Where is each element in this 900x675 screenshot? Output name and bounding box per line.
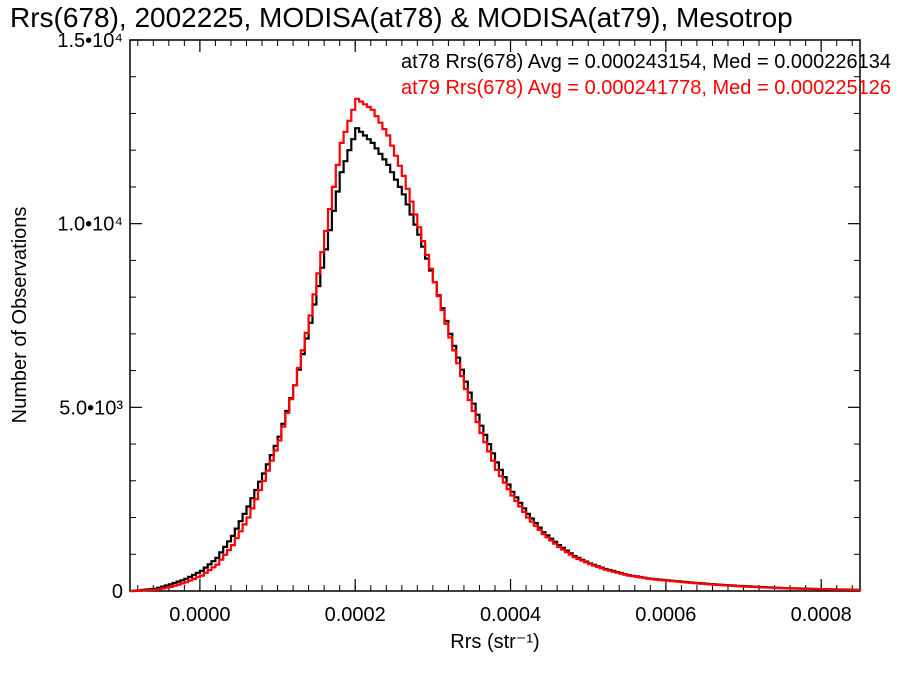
chart-title: Rrs(678), 2002225, MODISA(at78) & MODISA…: [10, 2, 793, 33]
legend-entry: at79 Rrs(678) Avg = 0.000241778, Med = 0…: [401, 77, 891, 99]
x-tick-label: 0.0008: [791, 604, 852, 626]
x-tick-label: 0.0006: [635, 604, 696, 626]
x-axis-label: Rrs (str⁻¹): [450, 631, 539, 653]
y-axis-label: Number of Observations: [9, 207, 31, 424]
plot-frame: [129, 39, 861, 592]
y-tick-label: 1.0•10⁴: [57, 214, 123, 236]
x-tick-label: 0.0000: [169, 604, 230, 626]
series-layer: [130, 97, 862, 593]
y-tick-label: 0: [112, 581, 123, 603]
legend-entry: at78 Rrs(678) Avg = 0.000243154, Med = 0…: [401, 51, 891, 73]
x-tick-label: 0.0002: [325, 604, 386, 626]
series-line-at78: [130, 127, 862, 593]
x-tick-label: 0.0004: [480, 604, 541, 626]
y-tick-label: 5.0•10³: [59, 397, 123, 419]
y-tick-label: 1.5•10⁴: [57, 30, 123, 52]
axis-ticks: 0.0000 0.0002 0.0004 0.0006 0.0008 0 5.0•10³ 1.…: [57, 30, 860, 626]
legend: at78 Rrs(678) Avg = 0.000243154, Med = 0…: [401, 51, 891, 99]
series-line-at79: [130, 97, 862, 593]
